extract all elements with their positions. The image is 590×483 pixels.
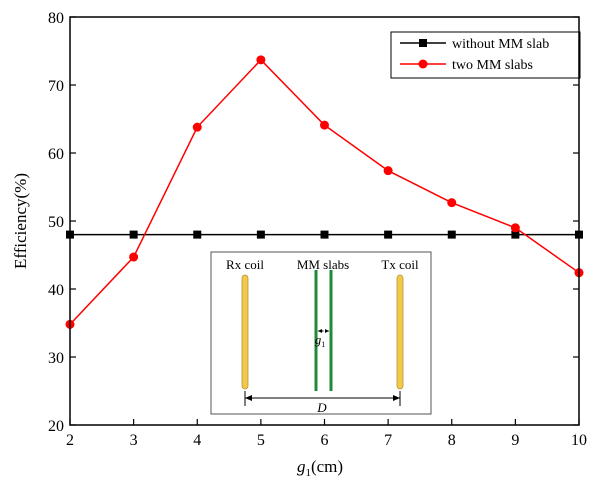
data-point-two-mm bbox=[447, 198, 457, 208]
inset-gap-main: g bbox=[315, 332, 322, 347]
gap-arrow-head-right bbox=[325, 329, 329, 333]
tx-coil bbox=[396, 274, 404, 390]
x-tick-label: 5 bbox=[257, 432, 265, 449]
legend-label-without-mm: without MM slab bbox=[452, 37, 549, 52]
x-axis-label-unit: (cm) bbox=[311, 457, 343, 476]
rx-coil bbox=[241, 274, 249, 390]
gap-arrow-head-left bbox=[318, 329, 322, 333]
x-tick-label: 6 bbox=[321, 432, 329, 449]
legend-marker-two-mm bbox=[418, 59, 428, 69]
data-point-without-mm bbox=[511, 230, 520, 239]
data-point-two-mm bbox=[383, 166, 393, 176]
legend-label-two-mm: two MM slabs bbox=[452, 58, 533, 73]
x-tick-label: 7 bbox=[384, 432, 392, 449]
inset-distance-label: D bbox=[316, 400, 327, 415]
data-point-two-mm bbox=[320, 120, 329, 130]
distance-arrow-head-right bbox=[393, 395, 400, 401]
y-tick-label: 40 bbox=[48, 282, 64, 299]
legend: without MM slab two MM slabs bbox=[390, 31, 581, 79]
y-tick-label: 50 bbox=[48, 214, 64, 231]
y-tick-label: 60 bbox=[48, 146, 64, 163]
axis-ticks: 2 3 4 5 6 7 8 9 10 20 30 40 50 60 70 80 bbox=[48, 10, 587, 449]
distance-arrow-head-left bbox=[245, 395, 252, 401]
data-point-two-mm bbox=[129, 252, 139, 262]
data-point-without-mm bbox=[256, 230, 265, 239]
y-tick-label: 80 bbox=[48, 10, 64, 27]
x-axis-label-main: g bbox=[297, 457, 306, 476]
y-tick-label: 20 bbox=[48, 418, 64, 435]
data-point-without-mm bbox=[129, 230, 138, 239]
data-point-two-mm bbox=[192, 122, 202, 132]
x-tick-label: 10 bbox=[571, 432, 587, 449]
inset-gap-sub: 1 bbox=[321, 340, 325, 349]
plot-frame bbox=[69, 16, 580, 426]
inset-gap-label: g1 bbox=[315, 332, 326, 349]
x-tick-label: 4 bbox=[193, 432, 201, 449]
x-tick-label: 2 bbox=[66, 432, 74, 449]
data-point-without-mm bbox=[320, 230, 329, 239]
inset-rx-label: Rx coil bbox=[226, 257, 264, 272]
inset-mm-label: MM slabs bbox=[297, 257, 349, 272]
data-point-without-mm bbox=[384, 230, 393, 239]
series-layer bbox=[65, 55, 584, 329]
data-point-two-mm bbox=[510, 223, 520, 233]
x-tick-label: 3 bbox=[130, 432, 138, 449]
y-axis-label: Efficiency(%) bbox=[11, 173, 30, 269]
y-tick-label: 70 bbox=[48, 78, 64, 95]
data-point-without-mm bbox=[447, 230, 456, 239]
legend-marker-without-mm bbox=[419, 39, 427, 47]
x-tick-label: 8 bbox=[448, 432, 456, 449]
x-tick-label: 9 bbox=[511, 432, 519, 449]
data-point-two-mm bbox=[256, 55, 266, 65]
inset-tx-label: Tx coil bbox=[381, 257, 419, 272]
inset-schematic: Rx coil MM slabs Tx coil g1 D bbox=[210, 251, 432, 415]
x-axis-label-sub: 1 bbox=[305, 467, 311, 479]
x-axis-label: g1(cm) bbox=[297, 457, 343, 479]
y-tick-label: 30 bbox=[48, 350, 64, 367]
data-point-without-mm bbox=[193, 230, 202, 239]
